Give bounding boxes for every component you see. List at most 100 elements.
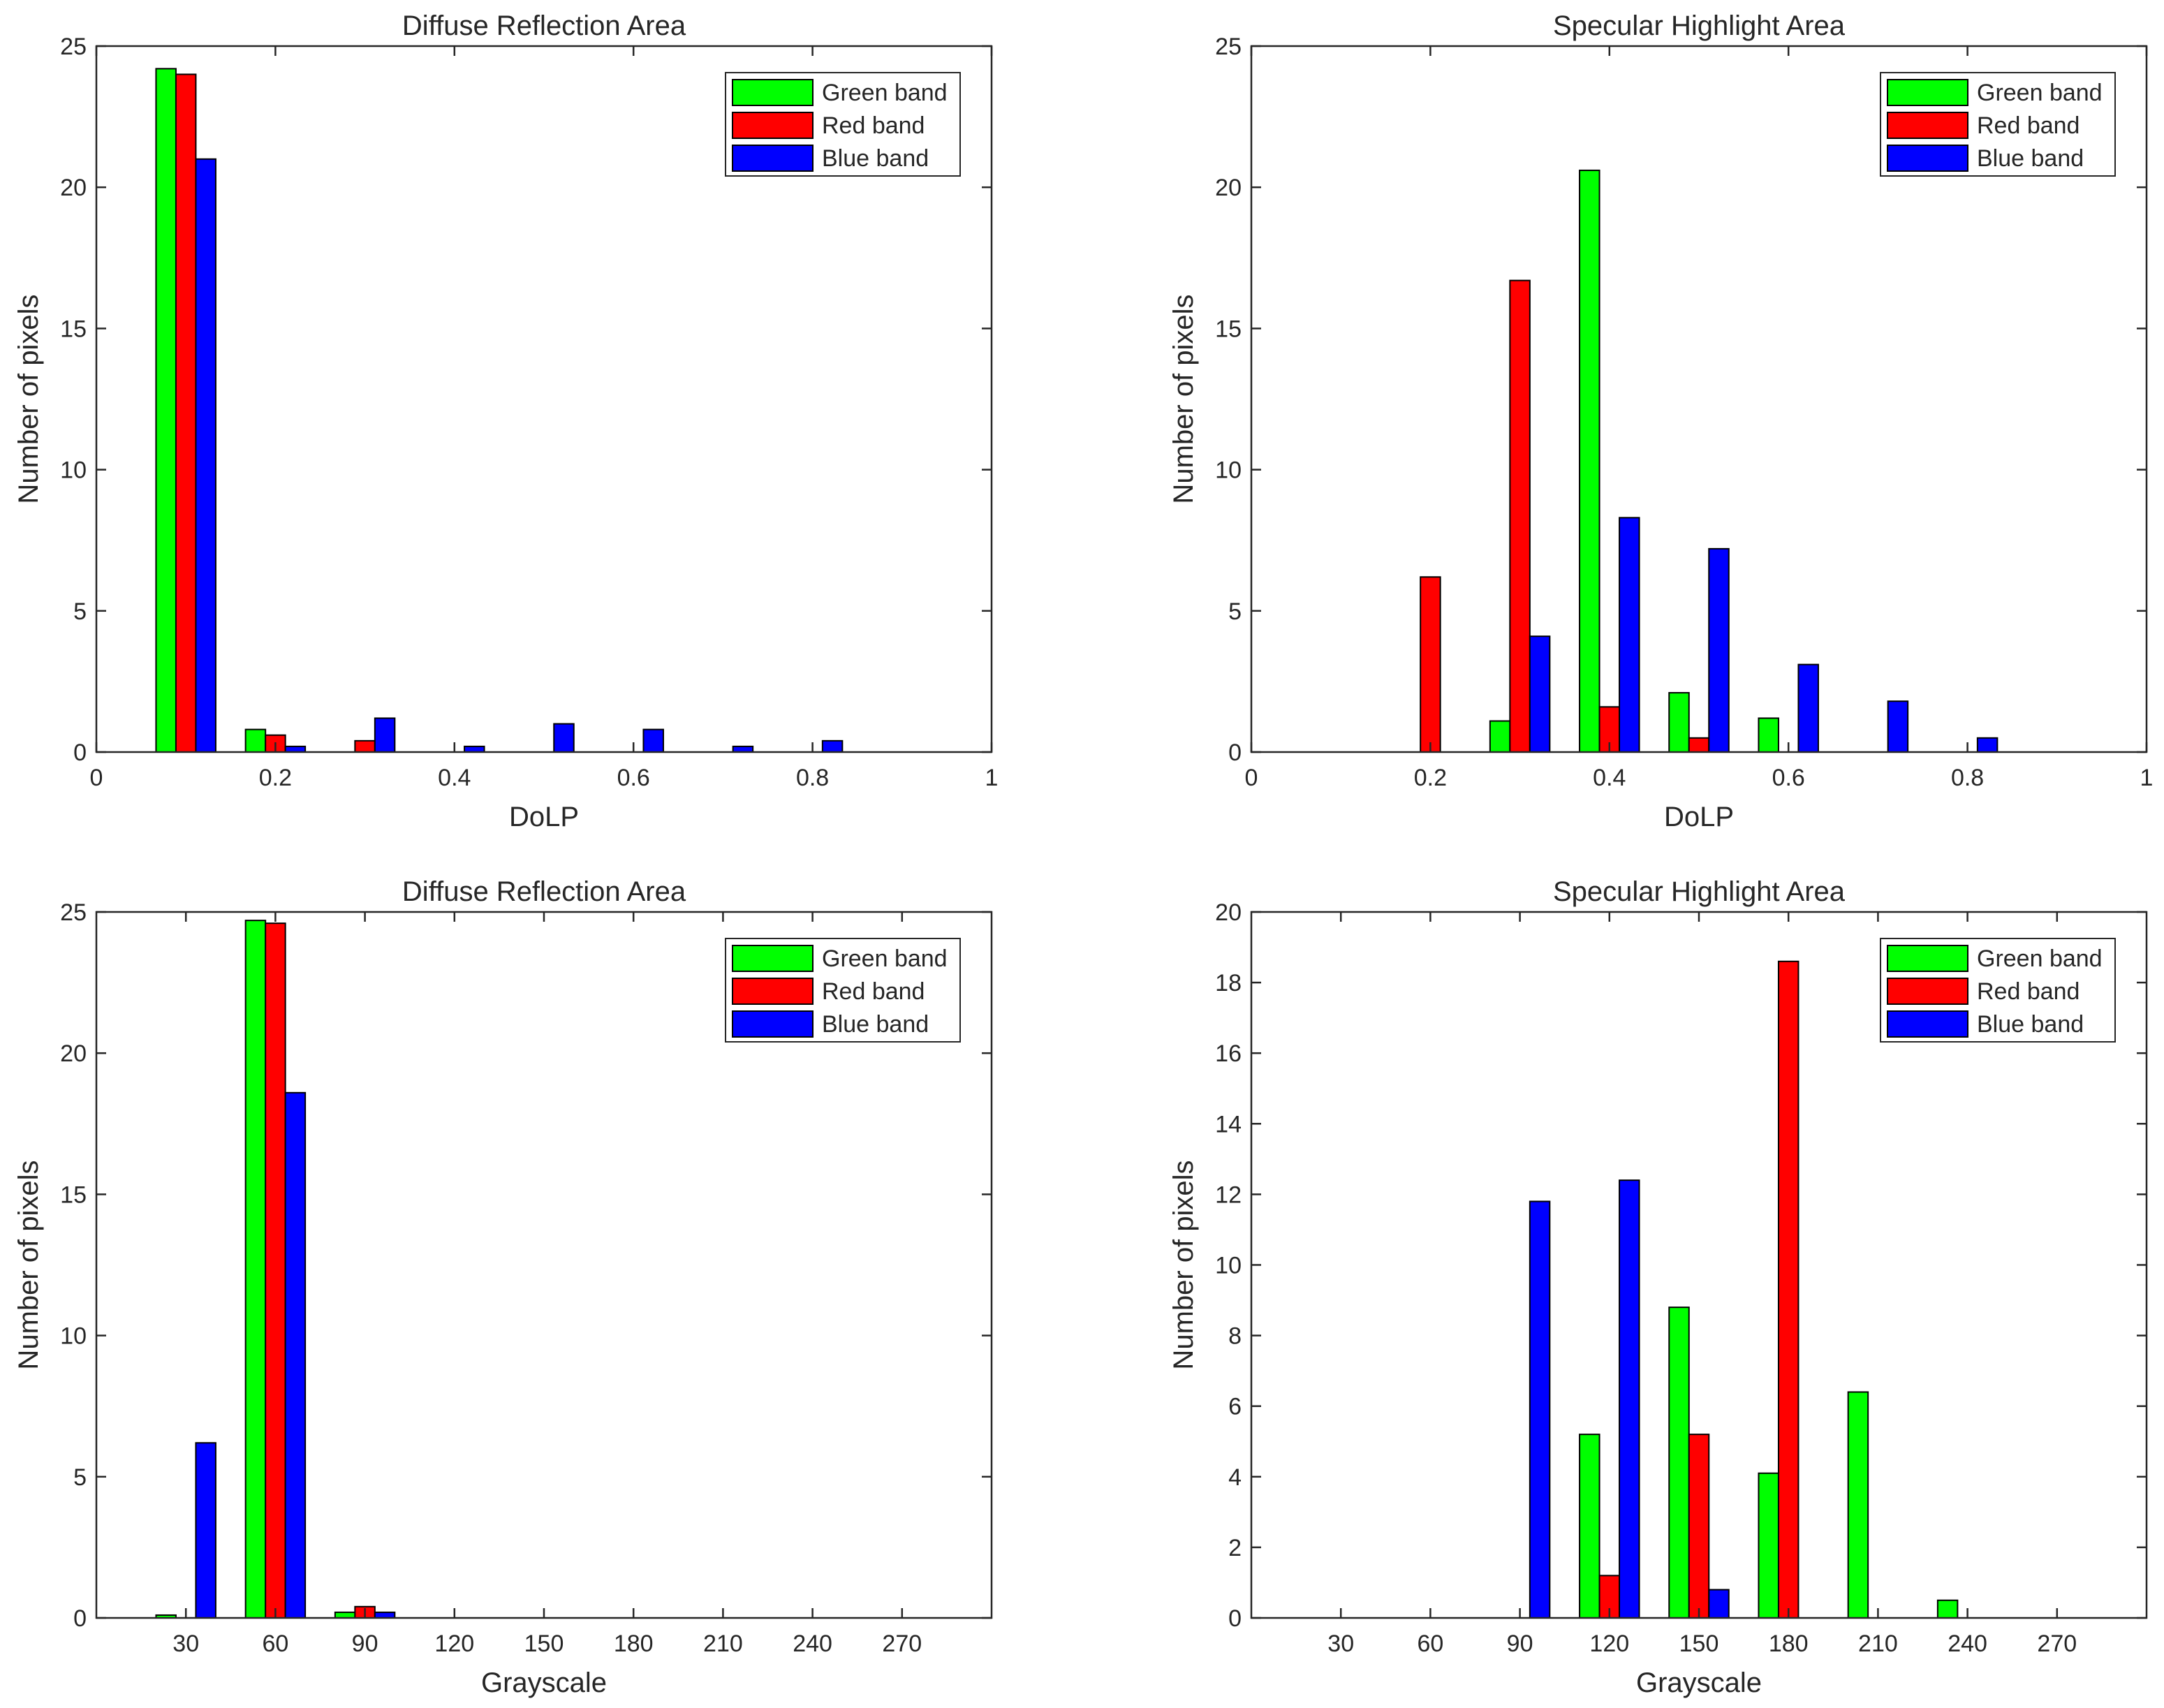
- bar-blue-band: [1797, 663, 1819, 753]
- bar-blue-band: [195, 158, 216, 753]
- x-axis-label: Grayscale: [1636, 1667, 1762, 1698]
- x-tick-label: 240: [1948, 1630, 1987, 1657]
- bar-green-band: [1489, 720, 1511, 753]
- x-tick-label: 0.4: [1593, 765, 1626, 791]
- x-tick-label: 30: [1327, 1630, 1354, 1657]
- chart-title: Diffuse Reflection Area: [402, 10, 686, 41]
- legend: Green band Red band Blue band: [1880, 72, 2116, 177]
- bar-blue-band: [1529, 635, 1551, 753]
- x-tick-label: 0.4: [438, 765, 471, 791]
- bar-red-band: [1777, 960, 1799, 1619]
- y-tick-label: 12: [1215, 1181, 1242, 1208]
- legend: Green band Red band Blue band: [725, 72, 961, 177]
- legend-label: Blue band: [822, 145, 929, 172]
- y-tick-label: 20: [60, 175, 87, 201]
- x-tick-label: 0.6: [1772, 765, 1805, 791]
- legend: Green band Red band Blue band: [725, 938, 961, 1043]
- chart-title: Specular Highlight Area: [1553, 10, 1846, 41]
- y-tick-label: 16: [1215, 1040, 1242, 1067]
- y-tick-label: 0: [1228, 739, 1242, 766]
- x-tick-label: 1: [985, 765, 999, 791]
- y-tick-label: 18: [1215, 970, 1242, 996]
- bar-red-band: [175, 73, 197, 753]
- x-tick-label: 60: [1417, 1630, 1443, 1657]
- legend-swatch-blue-band: [1887, 145, 1968, 172]
- axes-box: [1250, 45, 2148, 753]
- y-tick-label: 5: [73, 1464, 87, 1491]
- bar-red-band: [1688, 1434, 1710, 1619]
- bar-blue-band: [821, 739, 844, 753]
- bar-green-band: [1758, 1472, 1779, 1619]
- legend-swatch-green-band: [1887, 945, 1968, 972]
- bar-red-band: [1420, 576, 1441, 753]
- x-tick-label: 120: [1589, 1630, 1629, 1657]
- x-tick-label: 30: [172, 1630, 199, 1657]
- bar-blue-band: [1976, 737, 1999, 753]
- legend-label: Red band: [822, 978, 925, 1005]
- x-tick-label: 0.8: [796, 765, 829, 791]
- x-axis-label: Grayscale: [481, 1667, 607, 1698]
- legend-label: Green band: [822, 80, 948, 106]
- y-axis-label: Number of pixels: [1168, 1160, 1199, 1369]
- x-tick-label: 90: [352, 1630, 378, 1657]
- y-axis-label: Number of pixels: [1168, 294, 1199, 503]
- legend-label: Blue band: [1977, 145, 2084, 172]
- legend-swatch-red-band: [732, 978, 814, 1005]
- bar-green-band: [155, 68, 177, 753]
- y-tick-label: 8: [1228, 1323, 1242, 1350]
- x-tick-label: 210: [1858, 1630, 1898, 1657]
- legend-swatch-green-band: [732, 945, 814, 972]
- x-tick-label: 270: [2037, 1630, 2077, 1657]
- y-tick-label: 10: [60, 457, 87, 484]
- bar-blue-band: [1708, 1589, 1730, 1619]
- y-tick-label: 15: [60, 316, 87, 342]
- legend-swatch-red-band: [1887, 978, 1968, 1005]
- legend: Green band Red band Blue band: [1880, 938, 2116, 1043]
- y-tick-label: 5: [73, 598, 87, 625]
- bar-green-band: [1668, 692, 1690, 753]
- y-tick-label: 0: [73, 1605, 87, 1632]
- y-tick-label: 10: [1215, 457, 1242, 484]
- legend-swatch-blue-band: [732, 145, 814, 172]
- legend-label: Green band: [1977, 945, 2103, 972]
- legend-swatch-blue-band: [1887, 1010, 1968, 1038]
- x-axis-label: DoLP: [1664, 802, 1734, 832]
- bar-red-band: [354, 739, 376, 753]
- bar-blue-band: [553, 723, 575, 753]
- chart-title: Diffuse Reflection Area: [402, 876, 686, 907]
- y-tick-label: 14: [1215, 1111, 1242, 1138]
- y-axis-label: Number of pixels: [13, 294, 44, 503]
- bar-blue-band: [374, 717, 396, 753]
- x-tick-label: 150: [1679, 1630, 1719, 1657]
- y-tick-label: 0: [73, 739, 87, 766]
- y-tick-label: 25: [60, 899, 87, 926]
- bar-green-band: [1668, 1306, 1690, 1619]
- bar-blue-band: [1887, 700, 1909, 753]
- legend-swatch-blue-band: [732, 1010, 814, 1038]
- legend-swatch-green-band: [732, 79, 814, 106]
- bar-green-band: [1936, 1599, 1959, 1619]
- y-axis-label: Number of pixels: [13, 1160, 44, 1369]
- bar-green-band: [1579, 1434, 1600, 1619]
- y-tick-label: 0: [1228, 1605, 1242, 1632]
- bar-green-band: [1847, 1391, 1869, 1619]
- x-tick-label: 210: [703, 1630, 743, 1657]
- bar-red-band: [265, 922, 286, 1619]
- x-tick-label: 240: [793, 1630, 832, 1657]
- legend-label: Green band: [1977, 80, 2103, 106]
- y-tick-label: 15: [60, 1181, 87, 1208]
- chart-4: 30 60 90 120 150 180 210 240 270 0 2 4 6 8 10 12 14 16 18 2…: [1168, 876, 2148, 1698]
- x-tick-label: 180: [614, 1630, 654, 1657]
- bar-blue-band: [1708, 547, 1730, 753]
- axes-box: [95, 45, 993, 753]
- bar-green-band: [244, 920, 267, 1619]
- y-tick-label: 10: [1215, 1253, 1242, 1279]
- bar-blue-band: [1619, 517, 1640, 753]
- bar-blue-band: [642, 728, 664, 753]
- x-tick-label: 60: [262, 1630, 288, 1657]
- x-axis-label: DoLP: [509, 802, 579, 832]
- bar-red-band: [1509, 279, 1531, 753]
- bar-red-band: [1688, 737, 1710, 753]
- x-tick-label: 0.2: [1414, 765, 1447, 791]
